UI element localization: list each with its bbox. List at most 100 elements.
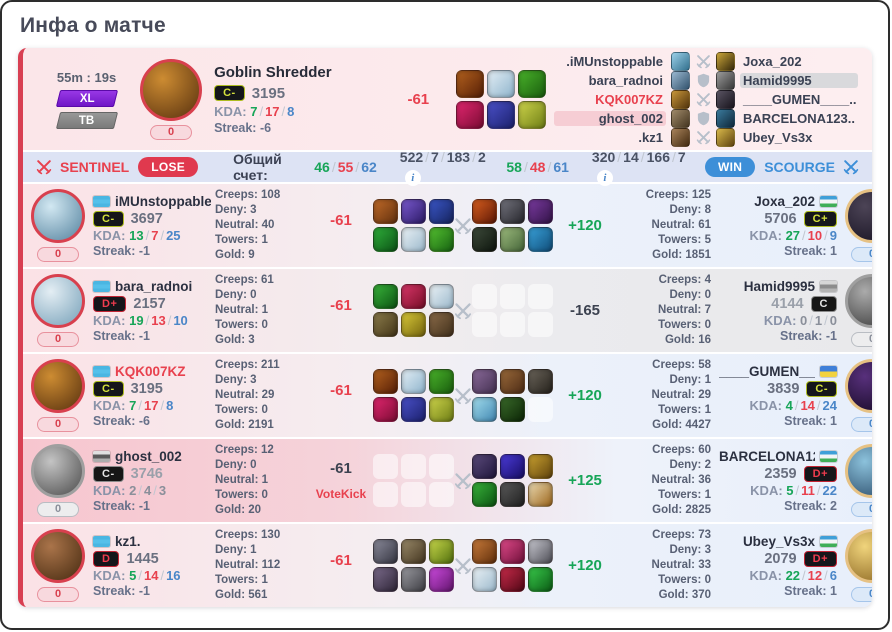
item-icon[interactable] [528,199,553,224]
roster-right-name[interactable]: ____GUMEN____.. [743,91,857,107]
item-icon[interactable] [401,397,426,422]
left-player-name[interactable]: iMUnstoppable. [115,193,211,209]
left-player-avatar[interactable] [31,359,85,413]
left-player-name[interactable]: ghost_002 [115,448,182,464]
item-icon[interactable] [429,539,454,564]
right-player-avatar[interactable] [845,274,872,328]
item-icon[interactable] [528,369,553,394]
item-icon[interactable] [456,69,484,98]
item-icon[interactable] [528,397,553,422]
item-icon[interactable] [429,454,454,479]
item-icon[interactable] [373,539,398,564]
item-icon[interactable] [429,482,454,507]
right-player-name[interactable]: BARCELONA123.. [719,448,815,464]
item-icon[interactable] [472,284,497,309]
item-icon[interactable] [429,369,454,394]
left-player-name[interactable]: bara_radnoi [115,278,193,294]
item-icon[interactable] [401,539,426,564]
item-icon[interactable] [500,539,525,564]
item-icon[interactable] [429,397,454,422]
roster-right-name[interactable]: Ubey_Vs3x [743,129,813,145]
left-player-name[interactable]: kz1. [115,533,141,549]
item-icon[interactable] [528,227,553,252]
roster-left-name[interactable]: kz1. [638,129,663,145]
roster-left-name[interactable]: iMUnstoppable. [566,53,663,69]
item-icon[interactable] [500,454,525,479]
roster-left-name[interactable]: bara_radnoi [588,72,663,88]
item-icon[interactable] [472,369,497,394]
item-icon[interactable] [487,69,515,98]
roster-left-name[interactable]: KQK007KZ [595,91,663,107]
right-player-avatar[interactable] [845,529,872,583]
item-icon[interactable] [500,227,525,252]
item-icon[interactable] [472,199,497,224]
roster-right-name[interactable]: Hamid9995 [740,72,858,88]
item-icon[interactable] [518,100,546,129]
item-icon[interactable] [373,284,398,309]
item-icon[interactable] [429,199,454,224]
item-icon[interactable] [472,454,497,479]
item-icon[interactable] [373,397,398,422]
item-icon[interactable] [456,100,484,129]
item-icon[interactable] [401,284,426,309]
item-icon[interactable] [429,567,454,592]
item-icon[interactable] [401,199,426,224]
left-player-avatar[interactable] [31,189,85,243]
left-player-avatar[interactable] [31,274,85,328]
right-player-name[interactable]: Hamid9995 [743,278,815,294]
item-icon[interactable] [401,369,426,394]
item-icon[interactable] [500,284,525,309]
right-player-name[interactable]: ____GUMEN____.. [719,363,815,379]
item-icon[interactable] [500,567,525,592]
item-icon[interactable] [528,482,553,507]
item-icon[interactable] [472,539,497,564]
item-icon[interactable] [500,369,525,394]
item-icon[interactable] [373,227,398,252]
item-icon[interactable] [472,482,497,507]
item-icon[interactable] [429,227,454,252]
item-icon[interactable] [528,284,553,309]
right-player-name[interactable]: Ubey_Vs3x [742,533,815,549]
item-icon[interactable] [487,100,515,129]
item-icon[interactable] [472,397,497,422]
info-icon[interactable]: i [596,169,613,186]
item-icon[interactable] [518,69,546,98]
item-icon[interactable] [472,567,497,592]
right-player-avatar[interactable] [845,444,872,498]
item-icon[interactable] [373,199,398,224]
hero-avatar[interactable] [140,58,203,121]
item-icon[interactable] [500,397,525,422]
item-icon[interactable] [401,454,426,479]
item-icon[interactable] [401,482,426,507]
item-icon[interactable] [373,312,398,337]
item-icon[interactable] [528,312,553,337]
roster-right-name[interactable]: Joxa_202 [743,53,802,69]
item-icon[interactable] [401,567,426,592]
right-player-name[interactable]: Joxa_202 [754,193,815,209]
item-icon[interactable] [401,227,426,252]
item-icon[interactable] [472,227,497,252]
item-icon[interactable] [500,482,525,507]
item-icon[interactable] [528,454,553,479]
item-icon[interactable] [373,454,398,479]
info-icon[interactable]: i [404,169,421,186]
item-icon[interactable] [472,312,497,337]
item-icon[interactable] [373,567,398,592]
item-icon[interactable] [401,312,426,337]
left-player-name[interactable]: KQK007KZ [115,363,186,379]
roster-right-name[interactable]: BARCELONA123.. [743,110,855,126]
item-icon[interactable] [500,199,525,224]
item-icon[interactable] [429,312,454,337]
item-icon[interactable] [528,567,553,592]
item-icon[interactable] [528,539,553,564]
roster-left-name[interactable]: ghost_002 [554,110,666,126]
left-player-avatar[interactable] [31,444,85,498]
right-player-avatar[interactable] [845,359,872,413]
item-icon[interactable] [373,482,398,507]
item-icon[interactable] [500,312,525,337]
left-player-avatar[interactable] [31,529,85,583]
item-icon[interactable] [373,369,398,394]
votekick-link[interactable]: VoteKick [315,487,367,501]
right-player-avatar[interactable] [845,189,872,243]
item-icon[interactable] [429,284,454,309]
